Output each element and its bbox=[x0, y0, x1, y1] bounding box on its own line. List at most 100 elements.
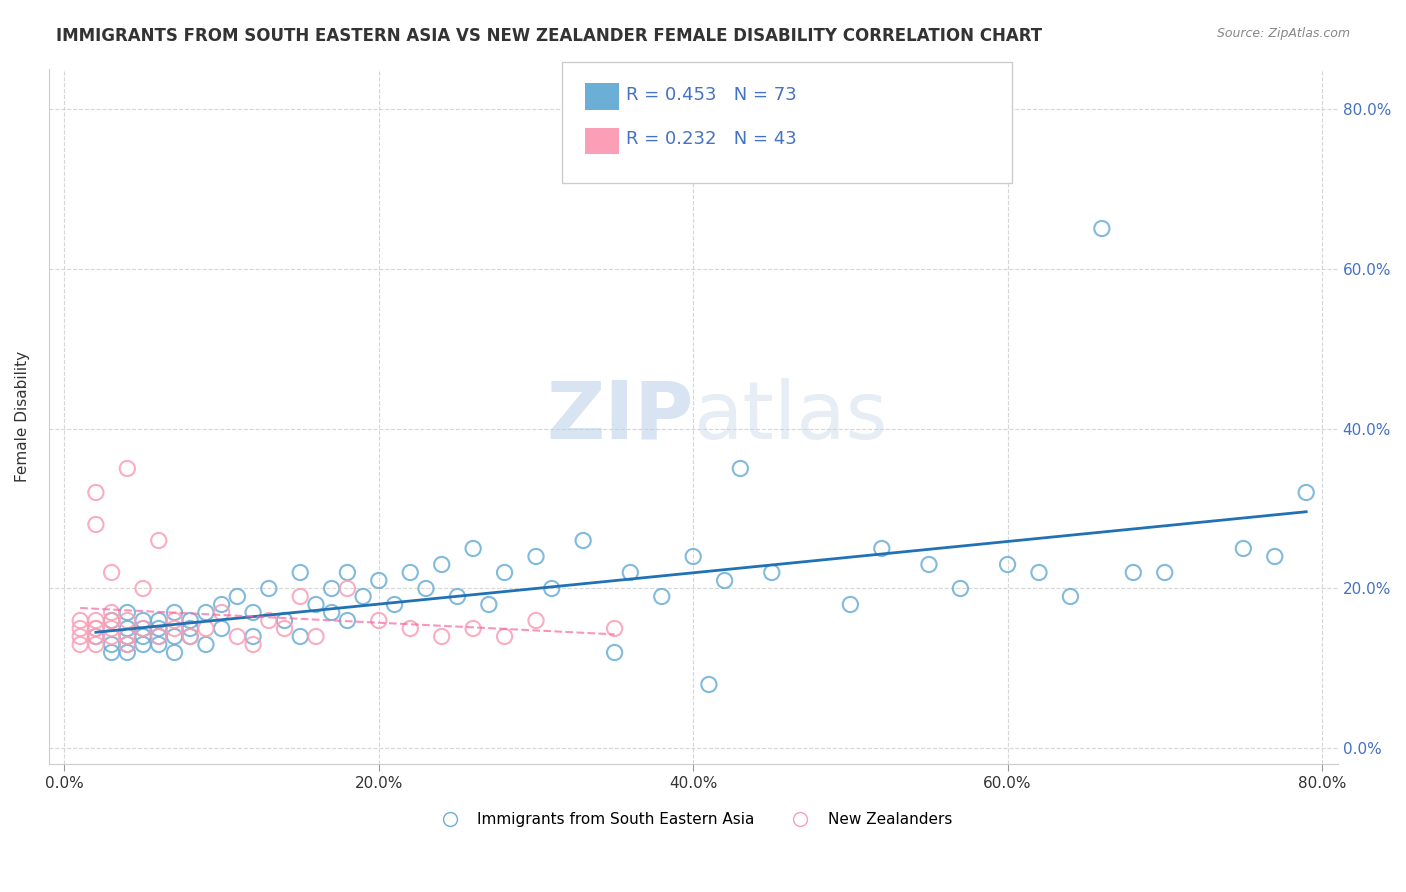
Point bbox=[194, 606, 217, 620]
Point bbox=[1091, 221, 1114, 235]
Point bbox=[117, 461, 139, 475]
Point bbox=[100, 606, 122, 620]
Point bbox=[148, 622, 170, 636]
Point bbox=[132, 582, 155, 596]
Point bbox=[117, 638, 139, 652]
Point bbox=[1028, 566, 1050, 580]
Point bbox=[949, 582, 972, 596]
Point bbox=[179, 614, 201, 628]
Point bbox=[367, 574, 389, 588]
Point bbox=[117, 614, 139, 628]
Point bbox=[367, 614, 389, 628]
Legend: Immigrants from South Eastern Asia, New Zealanders: Immigrants from South Eastern Asia, New … bbox=[429, 806, 959, 833]
Point bbox=[148, 533, 170, 548]
Point bbox=[132, 614, 155, 628]
Point bbox=[132, 638, 155, 652]
Point bbox=[100, 614, 122, 628]
Point bbox=[179, 630, 201, 644]
Point bbox=[148, 614, 170, 628]
Point bbox=[84, 630, 107, 644]
Point bbox=[242, 630, 264, 644]
Point bbox=[148, 630, 170, 644]
Point bbox=[682, 549, 704, 564]
Point bbox=[100, 566, 122, 580]
Point bbox=[572, 533, 595, 548]
Point bbox=[1153, 566, 1175, 580]
Point bbox=[84, 638, 107, 652]
Point bbox=[651, 590, 673, 604]
Point bbox=[84, 622, 107, 636]
Point bbox=[273, 614, 295, 628]
Point bbox=[1264, 549, 1286, 564]
Point bbox=[321, 606, 343, 620]
Point bbox=[163, 630, 186, 644]
Text: R = 0.232   N = 43: R = 0.232 N = 43 bbox=[626, 130, 796, 148]
Point bbox=[730, 461, 752, 475]
Point bbox=[352, 590, 374, 604]
Point bbox=[163, 606, 186, 620]
Point bbox=[305, 630, 328, 644]
Point bbox=[163, 622, 186, 636]
Point bbox=[603, 622, 626, 636]
Point bbox=[69, 622, 91, 636]
Point bbox=[84, 485, 107, 500]
Point bbox=[117, 630, 139, 644]
Point bbox=[132, 622, 155, 636]
Point bbox=[100, 630, 122, 644]
Point bbox=[870, 541, 893, 556]
Point bbox=[69, 638, 91, 652]
Point bbox=[603, 645, 626, 659]
Text: Source: ZipAtlas.com: Source: ZipAtlas.com bbox=[1216, 27, 1350, 40]
Point bbox=[336, 614, 359, 628]
Point bbox=[619, 566, 641, 580]
Point bbox=[179, 630, 201, 644]
Point bbox=[273, 622, 295, 636]
Point bbox=[399, 622, 422, 636]
Point bbox=[242, 606, 264, 620]
Point bbox=[290, 590, 312, 604]
Point bbox=[524, 614, 547, 628]
Point bbox=[226, 630, 249, 644]
Point bbox=[713, 574, 735, 588]
Point bbox=[117, 645, 139, 659]
Point bbox=[540, 582, 562, 596]
Point bbox=[242, 638, 264, 652]
Point bbox=[211, 606, 233, 620]
Text: ZIP: ZIP bbox=[546, 377, 693, 456]
Point bbox=[179, 622, 201, 636]
Point bbox=[494, 566, 516, 580]
Point bbox=[84, 630, 107, 644]
Text: IMMIGRANTS FROM SOUTH EASTERN ASIA VS NEW ZEALANDER FEMALE DISABILITY CORRELATIO: IMMIGRANTS FROM SOUTH EASTERN ASIA VS NE… bbox=[56, 27, 1042, 45]
Point bbox=[321, 582, 343, 596]
Point bbox=[84, 622, 107, 636]
Point bbox=[257, 582, 280, 596]
Point bbox=[194, 622, 217, 636]
Point bbox=[100, 614, 122, 628]
Point bbox=[399, 566, 422, 580]
Point bbox=[1232, 541, 1254, 556]
Point bbox=[430, 630, 453, 644]
Point bbox=[148, 638, 170, 652]
Point bbox=[494, 630, 516, 644]
Point bbox=[524, 549, 547, 564]
Point bbox=[415, 582, 437, 596]
Point bbox=[463, 541, 485, 556]
Point bbox=[290, 630, 312, 644]
Point bbox=[132, 630, 155, 644]
Point bbox=[117, 638, 139, 652]
Point bbox=[918, 558, 941, 572]
Point bbox=[290, 566, 312, 580]
Point bbox=[100, 622, 122, 636]
Point bbox=[117, 630, 139, 644]
Point bbox=[100, 645, 122, 659]
Point bbox=[1295, 485, 1317, 500]
Point bbox=[1059, 590, 1081, 604]
Point bbox=[226, 590, 249, 604]
Y-axis label: Female Disability: Female Disability bbox=[15, 351, 30, 482]
Point bbox=[697, 677, 720, 691]
Point bbox=[117, 606, 139, 620]
Point bbox=[305, 598, 328, 612]
Point bbox=[257, 614, 280, 628]
Text: atlas: atlas bbox=[693, 377, 887, 456]
Point bbox=[69, 614, 91, 628]
